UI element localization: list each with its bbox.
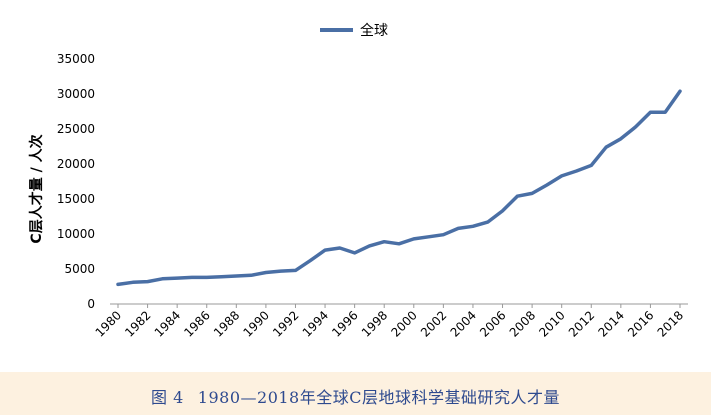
x-tick-label: 2004 [448, 308, 479, 339]
x-tick-label: 1990 [241, 308, 272, 339]
x-tick-label: 1996 [329, 308, 360, 339]
y-tick-label: 30000 [57, 87, 95, 101]
y-axis: 0 5000 10000 15000 20000 25000 30000 35000 [57, 52, 95, 311]
x-tick-label: 1998 [359, 308, 390, 339]
x-tick-label: 1986 [181, 308, 212, 339]
line-chart: 全球 C层人才量 / 人次 0 5000 10000 15000 20000 25000 3… [28, 22, 688, 340]
y-tick-label: 15000 [57, 192, 95, 206]
y-tick-label: 25000 [57, 122, 95, 136]
legend: 全球 [320, 22, 388, 39]
x-tick-label: 2014 [595, 308, 626, 339]
x-tick-label: 1984 [152, 308, 183, 339]
y-tick-label: 35000 [57, 52, 95, 66]
x-tick-label: 2006 [477, 308, 508, 339]
y-tick-label: 10000 [57, 227, 95, 241]
x-tick-label: 2002 [418, 308, 449, 339]
legend-label: 全球 [360, 22, 388, 39]
x-tick-label: 2008 [507, 308, 538, 339]
x-tick-label: 2016 [625, 308, 656, 339]
x-tick-label: 1988 [211, 308, 242, 339]
x-tick-label: 2012 [566, 308, 597, 339]
chart-panel: 全球 C层人才量 / 人次 0 5000 10000 15000 20000 25000 3… [0, 0, 711, 372]
x-tick-label: 1980 [93, 308, 124, 339]
y-tick-label: 20000 [57, 157, 95, 171]
x-tick-label: 1992 [270, 308, 301, 339]
x-axis: 1980198219841986198819901992199419961998… [93, 304, 686, 340]
x-tick-label: 1982 [122, 308, 153, 339]
x-tick-label: 2018 [655, 308, 686, 339]
series-line-global [116, 89, 682, 287]
caption-title: 1980—2018年全球C层地球科学基础研究人才量 [197, 388, 560, 407]
y-tick-label: 0 [87, 297, 95, 311]
x-tick-label: 2010 [536, 308, 567, 339]
y-tick-label: 5000 [64, 262, 95, 276]
figure-caption: 图 4 1980—2018年全球C层地球科学基础研究人才量 [0, 384, 711, 408]
x-tick-label: 1994 [300, 308, 331, 339]
x-tick-label: 2000 [388, 308, 419, 339]
y-axis-title: C层人才量 / 人次 [28, 134, 45, 243]
caption-label: 图 4 [151, 388, 184, 407]
